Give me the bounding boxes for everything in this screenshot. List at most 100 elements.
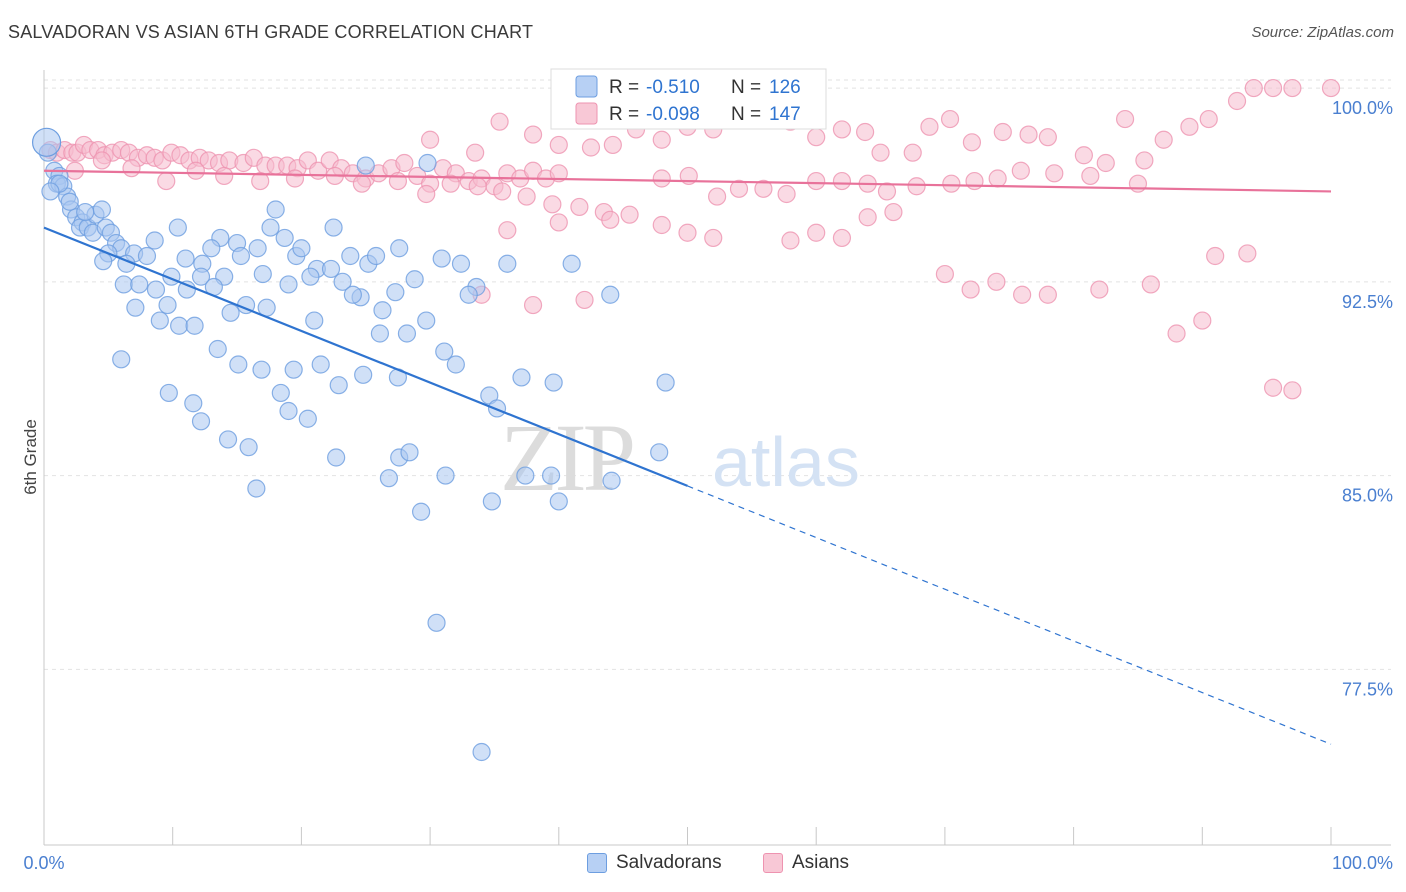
legend-r-value: -0.510 bbox=[646, 77, 700, 98]
legend-n-label: N = bbox=[731, 104, 761, 125]
salvadorans-point bbox=[311, 355, 330, 374]
asians-point bbox=[493, 182, 512, 201]
salvadorans-point bbox=[191, 267, 211, 286]
asians-point bbox=[1263, 78, 1283, 98]
asians-point bbox=[549, 213, 568, 232]
salvadorans-point bbox=[279, 401, 298, 421]
salvadorans-point bbox=[177, 280, 196, 299]
salvadorans-point bbox=[126, 298, 145, 317]
asians-point bbox=[1321, 78, 1341, 98]
trend-lines bbox=[43, 169, 1332, 745]
salvadorans-point bbox=[112, 350, 131, 369]
asians-point bbox=[807, 223, 826, 242]
salvadorans-point bbox=[498, 254, 517, 273]
series-legend: Salvadorans Asians bbox=[0, 852, 1406, 878]
asians-point bbox=[352, 174, 371, 193]
asians-point bbox=[215, 166, 234, 186]
salvadorans-point bbox=[321, 259, 341, 279]
salvadorans-point bbox=[379, 469, 399, 488]
y-axis-label: 6th Grade bbox=[21, 419, 40, 495]
asians-point bbox=[549, 164, 568, 183]
asians-point bbox=[1206, 246, 1225, 266]
y-tick-label: 85.0% bbox=[1342, 486, 1393, 506]
asians-point bbox=[1011, 161, 1030, 180]
asians-point bbox=[652, 130, 671, 149]
salvadorans-point bbox=[411, 502, 431, 521]
salvadorans-point bbox=[512, 368, 531, 387]
salvadorans-point bbox=[94, 252, 113, 271]
salvadorans-point bbox=[146, 280, 166, 299]
asians-point bbox=[807, 171, 826, 191]
salvadorans-point bbox=[208, 339, 227, 359]
legend-item-salvadorans[interactable]: Salvadorans bbox=[587, 852, 722, 874]
asians-point bbox=[490, 112, 509, 131]
asians-point bbox=[1193, 311, 1212, 330]
asians-point bbox=[468, 177, 487, 196]
asians-point bbox=[122, 159, 141, 178]
asians-point bbox=[903, 143, 922, 162]
salvadorans-point bbox=[541, 466, 561, 485]
asians-point bbox=[1283, 381, 1302, 400]
legend-r-label: R = bbox=[609, 77, 639, 98]
salvadorans-point bbox=[92, 200, 112, 219]
salvadorans-point bbox=[482, 492, 501, 511]
salvadorans-point bbox=[329, 376, 348, 395]
salvadorans-point bbox=[247, 479, 266, 498]
y-tick-label: 92.5% bbox=[1342, 292, 1393, 312]
asians-point bbox=[678, 223, 697, 242]
salvadorans-point bbox=[130, 275, 149, 294]
salvadorans-point bbox=[191, 412, 211, 431]
salvadorans-point bbox=[229, 355, 248, 374]
salvadorans-point bbox=[451, 254, 471, 273]
salvadorans-point bbox=[472, 742, 491, 762]
asians-point bbox=[498, 221, 517, 240]
y-tick-label: 100.0% bbox=[1332, 98, 1393, 118]
watermark-zip: ZIP bbox=[500, 404, 633, 511]
asians-point bbox=[466, 143, 485, 162]
asians-point bbox=[987, 272, 1006, 291]
asians-point bbox=[1263, 378, 1283, 397]
salvadorans-point bbox=[292, 239, 311, 258]
asians-point bbox=[652, 169, 671, 188]
legend-n-label: N = bbox=[731, 77, 761, 98]
salvadorans-point bbox=[158, 295, 177, 315]
salvadorans-point bbox=[324, 218, 343, 237]
asians-point bbox=[1227, 91, 1247, 111]
salvadorans-point bbox=[405, 270, 424, 289]
legend-n-value: 126 bbox=[769, 77, 801, 98]
salvadorans-point bbox=[436, 466, 455, 485]
salvadorans-point bbox=[354, 365, 373, 384]
salvadorans-point bbox=[459, 285, 478, 304]
asians-point bbox=[517, 187, 536, 206]
salvadorans-trend-line bbox=[43, 226, 688, 487]
asians-point bbox=[1135, 151, 1154, 170]
asians-point bbox=[92, 151, 112, 170]
asians-point bbox=[1013, 285, 1032, 304]
asians-trend-line bbox=[43, 169, 1332, 193]
asians-point bbox=[1081, 166, 1100, 186]
legend-item-asians[interactable]: Asians bbox=[763, 852, 849, 874]
salvadorans-point bbox=[650, 443, 669, 462]
salvadorans-point bbox=[656, 373, 675, 392]
legend-r-value: -0.098 bbox=[646, 104, 700, 125]
asians-point bbox=[1038, 128, 1057, 147]
asians-point bbox=[421, 130, 440, 149]
salvadorans-point bbox=[397, 324, 417, 343]
asians-point bbox=[1074, 146, 1093, 165]
salvadorans-point bbox=[327, 448, 346, 467]
salvadorans-point bbox=[305, 311, 324, 330]
asians-point bbox=[1141, 275, 1160, 294]
salvadorans-point bbox=[41, 182, 60, 201]
asians-point bbox=[961, 280, 980, 299]
y-tick-label: 77.5% bbox=[1342, 679, 1393, 699]
salvadorans-point bbox=[343, 285, 362, 304]
asians-point bbox=[1090, 280, 1109, 299]
salvadorans-point bbox=[562, 254, 581, 273]
asians-point bbox=[832, 228, 852, 248]
asians-point bbox=[962, 133, 982, 152]
asians-point bbox=[1096, 153, 1115, 173]
asians-point bbox=[1199, 109, 1218, 129]
asians-point bbox=[523, 295, 543, 315]
asians-point bbox=[543, 195, 562, 214]
salvadorans-point bbox=[333, 272, 352, 291]
